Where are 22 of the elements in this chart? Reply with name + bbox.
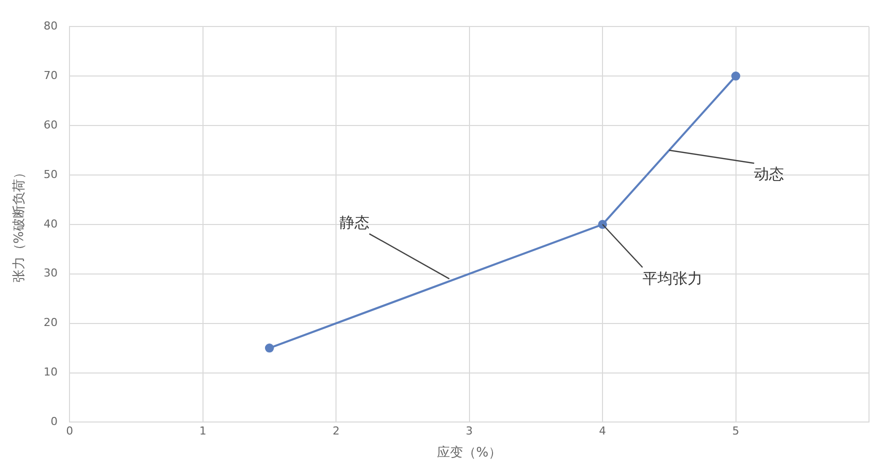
y-tick-label: 30 (44, 266, 58, 280)
annotation: 动态 (754, 165, 784, 184)
x-axis-title: 应变（%） (437, 444, 502, 461)
annotation: 平均张力 (642, 269, 703, 288)
point (731, 72, 740, 81)
y-tick-label: 0 (50, 415, 58, 428)
y-axis-title: 张力（%破断负荷） (12, 166, 28, 283)
y-tick-label: 60 (44, 118, 58, 132)
y-tick-label: 70 (44, 68, 58, 82)
x-tick-label: 3 (466, 424, 473, 438)
x-tick-label: 2 (332, 424, 340, 438)
y-tick-label: 50 (44, 168, 58, 181)
annotation: 静态 (339, 214, 370, 232)
point (264, 344, 274, 353)
y-tick-label: 20 (44, 316, 58, 330)
y-tick-label: 80 (44, 19, 58, 32)
x-tick-label: 1 (199, 424, 206, 438)
y-tick-label: 10 (44, 366, 58, 379)
y-tick-label: 40 (44, 217, 58, 230)
x-tick-label: 0 (66, 424, 74, 438)
x-tick-label: 4 (599, 424, 606, 438)
x-tick-label: 5 (732, 424, 740, 438)
